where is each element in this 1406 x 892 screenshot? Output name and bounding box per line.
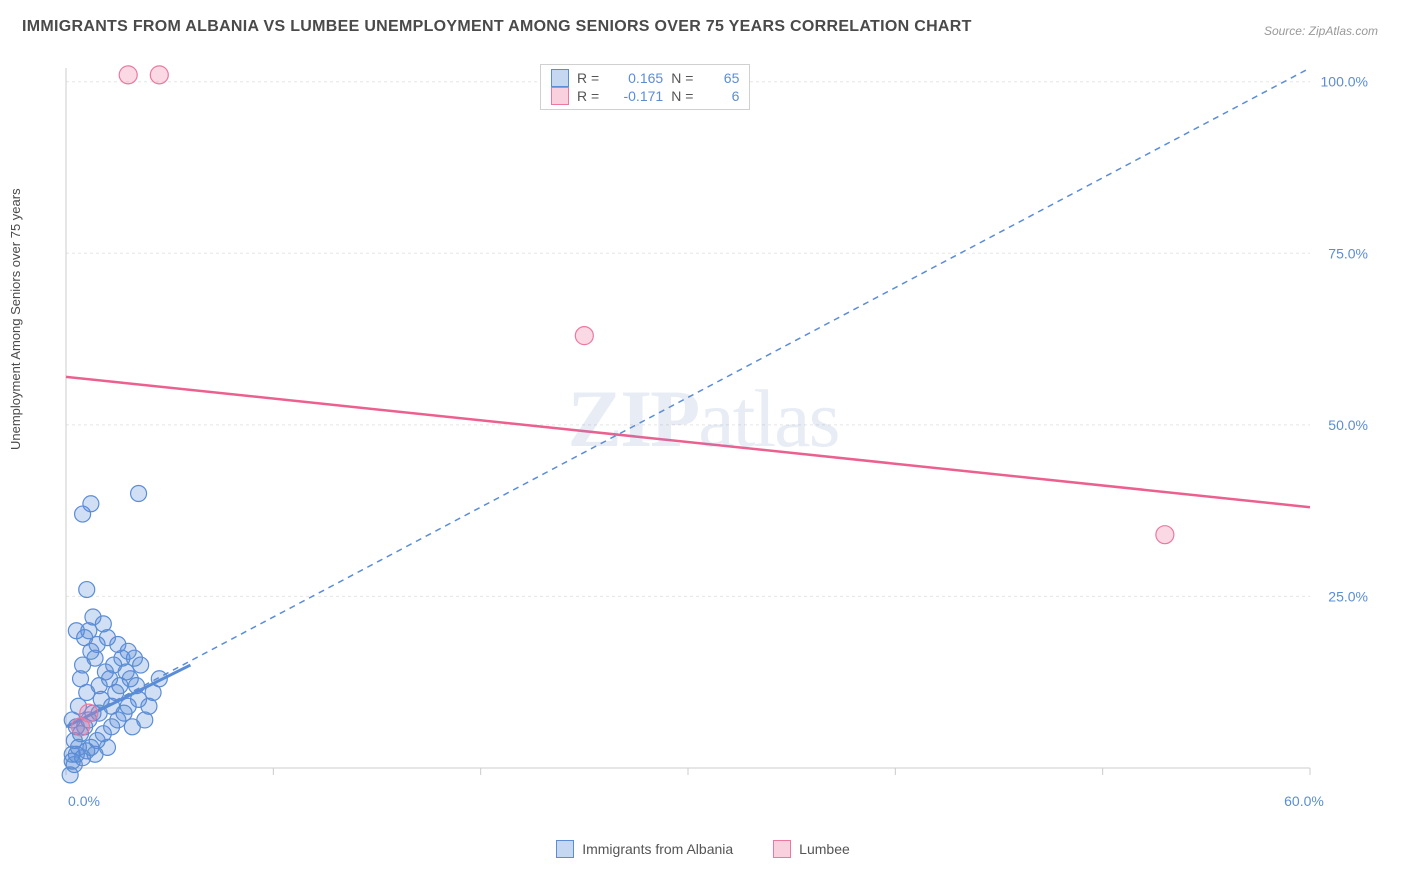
y-tick-label: 25.0% [1328, 588, 1368, 604]
swatch-blue-icon [556, 840, 574, 858]
source-attribution: Source: ZipAtlas.com [1264, 24, 1378, 38]
legend-blue-N: 65 [711, 70, 739, 86]
y-tick-label: 50.0% [1328, 417, 1368, 433]
data-point [131, 485, 147, 501]
legend-item-lumbee: Lumbee [773, 840, 850, 858]
data-point [150, 66, 168, 84]
data-point [62, 767, 78, 783]
chart-svg: 25.0% 50.0% 75.0% 100.0% 0.0% 60.0% [60, 58, 1380, 828]
legend-N-label-2: N = [671, 88, 693, 104]
data-point [79, 582, 95, 598]
legend-pink-R: -0.171 [611, 88, 663, 104]
legend-item-albania: Immigrants from Albania [556, 840, 733, 858]
data-point [80, 704, 98, 722]
legend-R-label-2: R = [577, 88, 599, 104]
data-point [73, 671, 89, 687]
legend-N-label: N = [671, 70, 693, 86]
data-point [1156, 526, 1174, 544]
legend-label-lumbee: Lumbee [799, 841, 850, 857]
chart-title: IMMIGRANTS FROM ALBANIA VS LUMBEE UNEMPL… [22, 18, 972, 36]
legend-pink-N: 6 [711, 88, 739, 104]
data-point [83, 496, 99, 512]
legend-series: Immigrants from Albania Lumbee [0, 840, 1406, 858]
data-point [151, 671, 167, 687]
legend-row-blue: R = 0.165 N = 65 [551, 69, 739, 87]
data-point [575, 327, 593, 345]
data-point [128, 678, 144, 694]
y-axis-label: Unemployment Among Seniors over 75 years [8, 188, 23, 450]
legend-label-albania: Immigrants from Albania [582, 841, 733, 857]
plot-area: 25.0% 50.0% 75.0% 100.0% 0.0% 60.0% [60, 58, 1380, 828]
data-point [99, 739, 115, 755]
data-point [126, 650, 142, 666]
legend-blue-R: 0.165 [611, 70, 663, 86]
legend-correlation: R = 0.165 N = 65 R = -0.171 N = 6 [540, 64, 750, 110]
swatch-blue-icon [551, 69, 569, 87]
legend-row-pink: R = -0.171 N = 6 [551, 87, 739, 105]
data-point [104, 698, 120, 714]
swatch-pink-icon [773, 840, 791, 858]
y-tick-label: 100.0% [1321, 74, 1368, 90]
swatch-pink-icon [551, 87, 569, 105]
y-tick-label: 75.0% [1328, 245, 1368, 261]
legend-R-label: R = [577, 70, 599, 86]
data-point [119, 66, 137, 84]
x-tick-label: 0.0% [68, 793, 100, 809]
x-tick-label: 60.0% [1284, 793, 1324, 809]
